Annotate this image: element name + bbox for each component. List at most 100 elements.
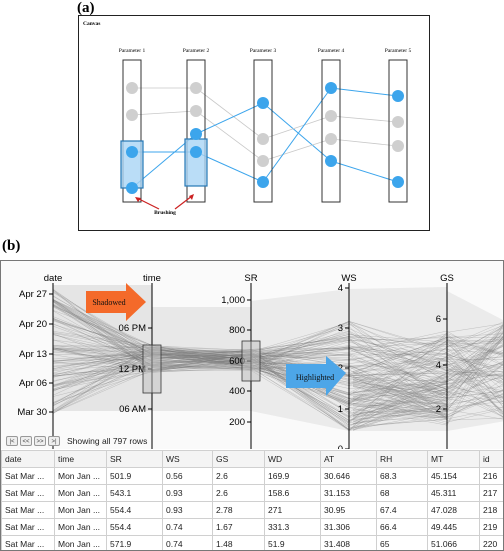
table-cell: 51.9: [264, 535, 321, 550]
table-cell: 0.74: [162, 535, 213, 550]
data-node: [126, 109, 138, 121]
last-page-button[interactable]: >|: [48, 436, 60, 446]
data-node: [190, 105, 202, 117]
parameter-axis: [253, 59, 273, 203]
axis-tick-label: 1,000: [221, 295, 245, 306]
first-page-button[interactable]: |<: [6, 436, 18, 446]
column-header[interactable]: AT: [320, 450, 377, 468]
dense-line: [352, 376, 448, 411]
panel-a-diagram: Parameter 1 Parameter 2 Parameter 3 Paramet…: [119, 48, 412, 216]
dense-line: [352, 382, 448, 420]
dense-line: [352, 419, 448, 427]
table-cell: 271: [264, 501, 321, 519]
polyline-segment: [262, 102, 332, 162]
dense-line: [352, 404, 448, 429]
column-header[interactable]: RH: [376, 450, 428, 468]
data-node: [190, 82, 202, 94]
axis-tick-label: 800: [229, 325, 245, 336]
prev-page-button[interactable]: <<: [20, 436, 32, 446]
parameter-label: Parameter 3: [250, 48, 277, 54]
parameter-axis: [122, 59, 142, 203]
parameter-label: Parameter 2: [183, 48, 210, 54]
parallel-coordinates-plot: date time SR WS GS Apr 27 Apr 20 Apr 13 Apr 06 Ma…: [1, 261, 504, 449]
table-cell: 2.6: [212, 467, 265, 485]
parameter-label: Parameter 5: [385, 48, 412, 54]
axis-title: SR: [244, 273, 257, 284]
column-header[interactable]: time: [54, 450, 107, 468]
shadowed-arrow: [86, 283, 146, 321]
axis-tick-label: Mar 30: [17, 407, 47, 418]
data-node: [257, 176, 269, 188]
dense-line: [352, 385, 448, 413]
data-node: [392, 140, 404, 152]
dense-line: [352, 385, 448, 412]
column-header[interactable]: date: [1, 450, 55, 468]
column-header[interactable]: WS: [162, 450, 213, 468]
table-row[interactable]: Sat Mar ... Mon Jan ... 501.9 0.56 2.6 169.9 3…: [1, 467, 503, 485]
grid-body: Sat Mar ... Mon Jan ... 501.9 0.56 2.6 169.9 3…: [1, 467, 503, 550]
polyline-segment: [195, 110, 264, 162]
data-node: [126, 146, 138, 158]
column-header[interactable]: MT: [427, 450, 480, 468]
data-node: [325, 82, 337, 94]
data-polyline: [52, 322, 503, 414]
axis-title: GS: [440, 273, 454, 284]
data-polyline: [52, 310, 503, 431]
polyline-segment: [195, 102, 264, 135]
dense-line: [352, 381, 448, 397]
table-cell: Sat Mar ...: [1, 467, 55, 485]
parameter-label: Parameter 4: [318, 48, 345, 54]
next-page-button[interactable]: >>: [34, 436, 46, 446]
figure-label-b: (b): [2, 238, 21, 254]
axis-tick-label: 1: [338, 404, 343, 415]
grid-header-row: date time SR WS GS WD AT RH MT id: [1, 450, 503, 468]
dense-line: [352, 389, 448, 412]
table-cell: 30.646: [320, 467, 377, 485]
axis-title: time: [143, 273, 161, 284]
table-row[interactable]: Sat Mar ... Mon Jan ... 554.4 0.93 2.78 271 30…: [1, 501, 503, 519]
table-cell: 2.6: [212, 484, 265, 502]
table-cell: 49.445: [427, 518, 480, 536]
table-cell: Sat Mar ...: [1, 518, 55, 536]
canvas-title: Canvas: [83, 21, 101, 27]
column-header[interactable]: id: [479, 450, 503, 468]
data-polyline: [52, 288, 503, 391]
dense-line: [352, 398, 448, 419]
data-polyline: [52, 339, 503, 378]
data-polyline: [52, 332, 503, 377]
polyline-segment: [131, 110, 197, 116]
axis-tick-label: 06 PM: [119, 323, 147, 334]
table-cell: 543.1: [106, 484, 163, 502]
axis-tick-label: 400: [229, 386, 245, 397]
brushing-arrowhead: [189, 194, 194, 200]
parallel-coordinates-svg[interactable]: date time SR WS GS Apr 27 Apr 20 Apr 13 Apr 06 Ma…: [1, 261, 504, 449]
sr-brush: [241, 340, 261, 382]
data-polyline: [52, 325, 503, 405]
column-header[interactable]: WD: [264, 450, 321, 468]
parameter-label: Parameter 1: [119, 48, 146, 54]
data-polyline: [52, 342, 503, 377]
axis-title: date: [44, 273, 63, 284]
parameter-axis: [321, 59, 341, 203]
table-cell: Mon Jan ...: [54, 467, 107, 485]
table-cell: 169.9: [264, 467, 321, 485]
table-cell: Sat Mar ...: [1, 484, 55, 502]
dense-line: [352, 399, 448, 425]
data-polyline: [52, 349, 503, 399]
table-cell: 571.9: [106, 535, 163, 550]
data-node: [325, 133, 337, 145]
table-row[interactable]: Sat Mar ... Mon Jan ... 554.4 0.74 1.67 331.3…: [1, 518, 503, 536]
data-polyline: [52, 349, 503, 430]
dense-line: [352, 414, 448, 418]
table-row[interactable]: Sat Mar ... Mon Jan ... 571.9 0.74 1.48 51.9 3…: [1, 535, 503, 550]
brushing-arrowhead: [135, 197, 141, 202]
table-cell: 0.74: [162, 518, 213, 536]
column-header[interactable]: GS: [212, 450, 265, 468]
dense-lines-group: [352, 371, 448, 431]
table-row[interactable]: Sat Mar ... Mon Jan ... 543.1 0.93 2.6 158.6 3…: [1, 484, 503, 502]
table-cell: Mon Jan ...: [54, 535, 107, 550]
data-node: [257, 133, 269, 145]
column-header[interactable]: SR: [106, 450, 163, 468]
polyline-segment: [330, 138, 399, 147]
table-cell: 68.3: [376, 467, 428, 485]
